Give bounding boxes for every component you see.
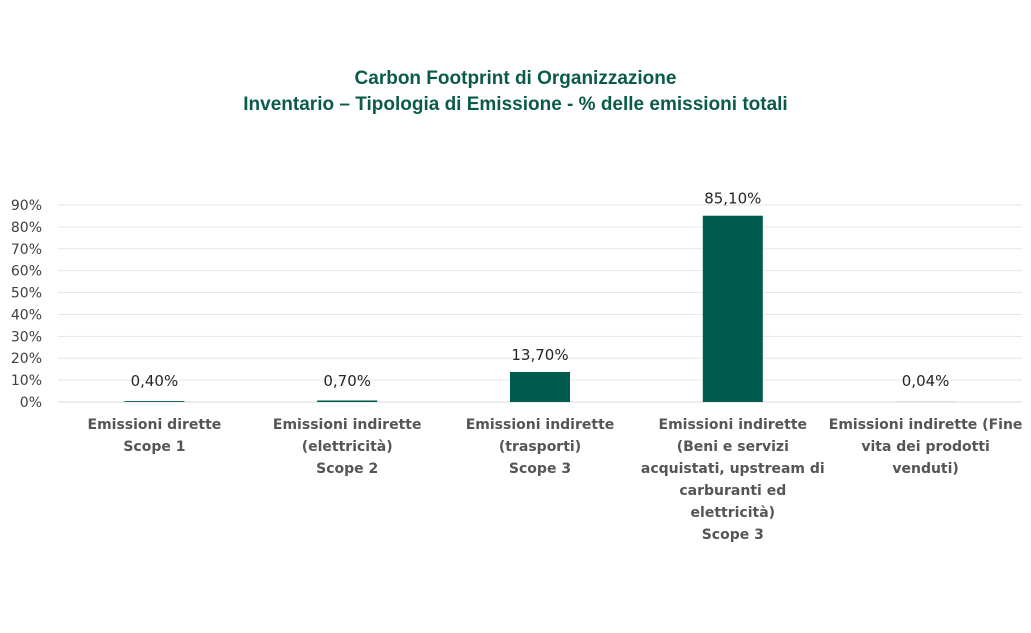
x-category-label: Emissioni dirette Scope 1 <box>54 414 254 458</box>
x-category-label-line: Scope 3 <box>701 527 764 543</box>
x-category-label-line: elettricità) <box>690 505 776 521</box>
y-tick-label: 70% <box>11 242 42 258</box>
x-category-label-line: (Beni e servizi <box>676 439 789 455</box>
y-tick-label: 10% <box>11 373 42 389</box>
x-category-label: Emissioni indirette (elettricità) Scope 2 <box>247 414 447 480</box>
x-category-label-line: Scope 3 <box>508 461 572 477</box>
x-category-label-line: (trasporti) <box>498 439 582 455</box>
y-tick-label: 50% <box>11 286 42 302</box>
x-category-label: Emissioni indirette (Fine vita dei prodot… <box>826 414 1026 480</box>
y-tick-label: 20% <box>11 351 42 367</box>
x-category-label-line: carburanti ed <box>679 483 787 499</box>
x-category-label-line: Scope 2 <box>316 461 379 477</box>
x-category-label-line: venduti) <box>892 461 959 477</box>
y-tick-label: 40% <box>11 307 42 323</box>
x-category-label-line: acquistati, upstream di <box>640 461 825 477</box>
x-category-label-line: (elettricità) <box>301 439 393 455</box>
data-label: 0,70% <box>323 372 371 390</box>
x-category-label-line: Emissioni indirette <box>658 417 808 433</box>
chart-title-block: Carbon Footprint di Organizzazione Inven… <box>0 66 1031 118</box>
bar <box>702 215 763 402</box>
y-tick-label: 90% <box>11 198 42 214</box>
x-category-label: Emissioni indirette (Beni e servizi acquis… <box>633 414 833 546</box>
bar <box>124 401 185 402</box>
data-label: 85,10% <box>704 190 761 208</box>
data-label: 13,70% <box>511 346 568 364</box>
x-category-label-line: Scope 1 <box>123 439 186 455</box>
x-category-label-line: vita dei prodotti <box>861 439 990 455</box>
x-category-label-line: Emissioni indirette (Fine <box>828 417 1023 433</box>
chart-title: Carbon Footprint di Organizzazione <box>354 68 677 89</box>
y-tick-label: 0% <box>20 395 42 411</box>
x-category-label: Emissioni indirette (trasporti) Scope 3 <box>440 414 640 480</box>
y-tick-label: 30% <box>11 329 42 345</box>
x-category-label-line: Emissioni indirette <box>465 417 615 433</box>
bar <box>317 400 378 402</box>
data-label: 0,40% <box>131 372 179 390</box>
y-tick-label: 60% <box>11 264 42 280</box>
chart-subtitle: Inventario – Tipologia di Emissione - % … <box>243 94 788 115</box>
x-category-label-line: Emissioni indirette <box>272 417 422 433</box>
data-label: 0,04% <box>902 372 950 390</box>
y-tick-label: 80% <box>11 220 42 236</box>
x-category-label-line: Emissioni dirette <box>87 417 222 433</box>
bar <box>510 372 570 402</box>
